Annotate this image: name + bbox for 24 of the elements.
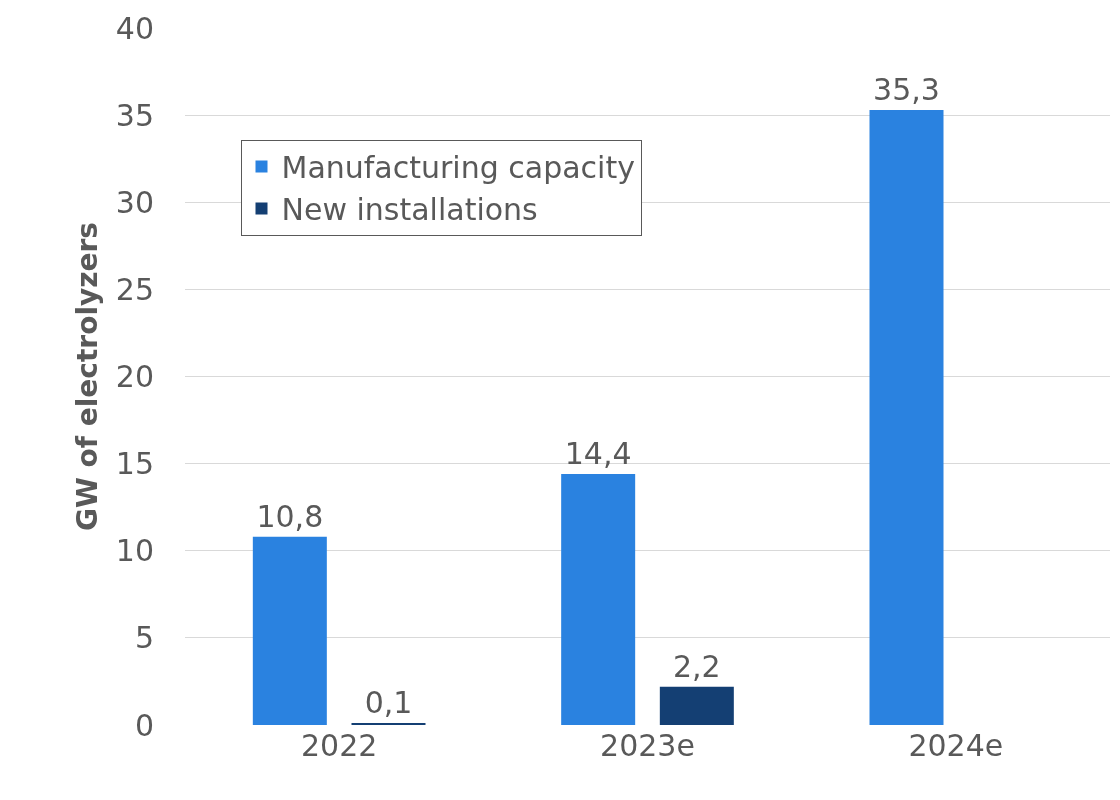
x-tick-label: 2024e [908, 728, 1004, 763]
y-axis-title: GW of electrolyzers [70, 222, 104, 531]
y-tick-label: 20 [115, 359, 154, 394]
bar [659, 686, 734, 725]
x-tick-label: 2022 [300, 728, 378, 763]
bar [252, 536, 327, 725]
x-tick-label: 2023e [600, 728, 695, 763]
y-tick-label: 15 [115, 446, 154, 482]
bar [869, 109, 944, 725]
legend-label: Manufacturing capacity [281, 150, 635, 186]
y-tick-label: 40 [115, 10, 154, 46]
legend-label: New installations [281, 192, 538, 228]
data-label: 0,1 [364, 685, 413, 720]
y-tick-label: 30 [115, 184, 154, 220]
y-tick-label: 5 [134, 620, 154, 656]
y-tick-label: 10 [115, 533, 154, 569]
data-label: 10,8 [256, 498, 324, 534]
data-label: 2,2 [672, 648, 721, 684]
y-tick-label: 35 [115, 97, 154, 133]
data-label: 14,4 [564, 436, 632, 472]
y-tick-label: 25 [115, 271, 154, 307]
bar [561, 474, 636, 725]
y-tick-label: 0 [134, 707, 154, 743]
data-label: 35,3 [873, 71, 940, 107]
